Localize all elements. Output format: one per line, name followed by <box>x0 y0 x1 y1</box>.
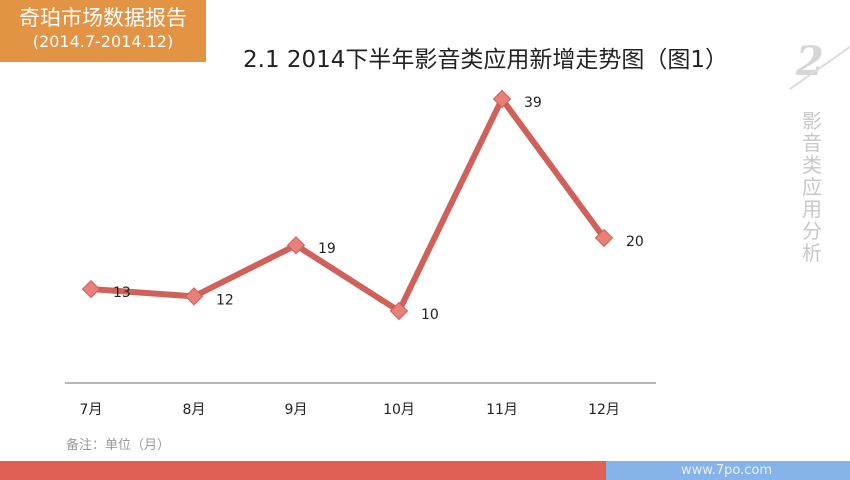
data-labels: 13 12 19 10 39 20 <box>113 95 644 323</box>
x-axis-label: 7月 <box>80 402 103 418</box>
x-axis-labels: 7月 8月 9月 10月 11月 12月 <box>80 402 620 418</box>
report-badge: 奇珀市场数据报告 (2014.7-2014.12) <box>0 0 206 62</box>
x-axis-label: 11月 <box>486 402 518 418</box>
section-label: 影音类应用分析 <box>802 109 822 265</box>
data-markers <box>81 89 614 321</box>
data-label: 12 <box>216 292 234 308</box>
data-label: 10 <box>421 307 439 323</box>
data-point-marker <box>492 89 512 109</box>
chart-title: 2.1 2014下半年影音类应用新增走势图（图1） <box>243 47 729 73</box>
x-axis-label: 8月 <box>183 402 206 418</box>
data-point-marker <box>286 236 306 255</box>
unit-note: 备注：单位（月） <box>66 438 171 453</box>
data-label: 20 <box>626 234 644 250</box>
data-point-marker <box>389 301 409 321</box>
x-axis-label: 12月 <box>588 402 620 418</box>
data-label: 13 <box>113 285 131 301</box>
report-period: (2014.7-2014.12) <box>32 32 174 51</box>
x-axis-label: 9月 <box>285 402 308 418</box>
report-title: 奇珀市场数据报告 <box>19 6 187 30</box>
data-label: 39 <box>524 95 542 111</box>
data-point-marker <box>594 228 614 248</box>
x-axis-label: 10月 <box>383 402 415 418</box>
website-link[interactable]: www.7po.com <box>681 463 772 478</box>
data-point-marker <box>81 279 101 299</box>
footer-bar-red <box>0 461 606 480</box>
series-line <box>90 96 607 314</box>
footer-bar-blue: www.7po.com <box>606 461 850 480</box>
data-label: 19 <box>318 241 336 257</box>
data-point-marker <box>184 287 204 306</box>
section-number: 2 <box>796 38 824 85</box>
